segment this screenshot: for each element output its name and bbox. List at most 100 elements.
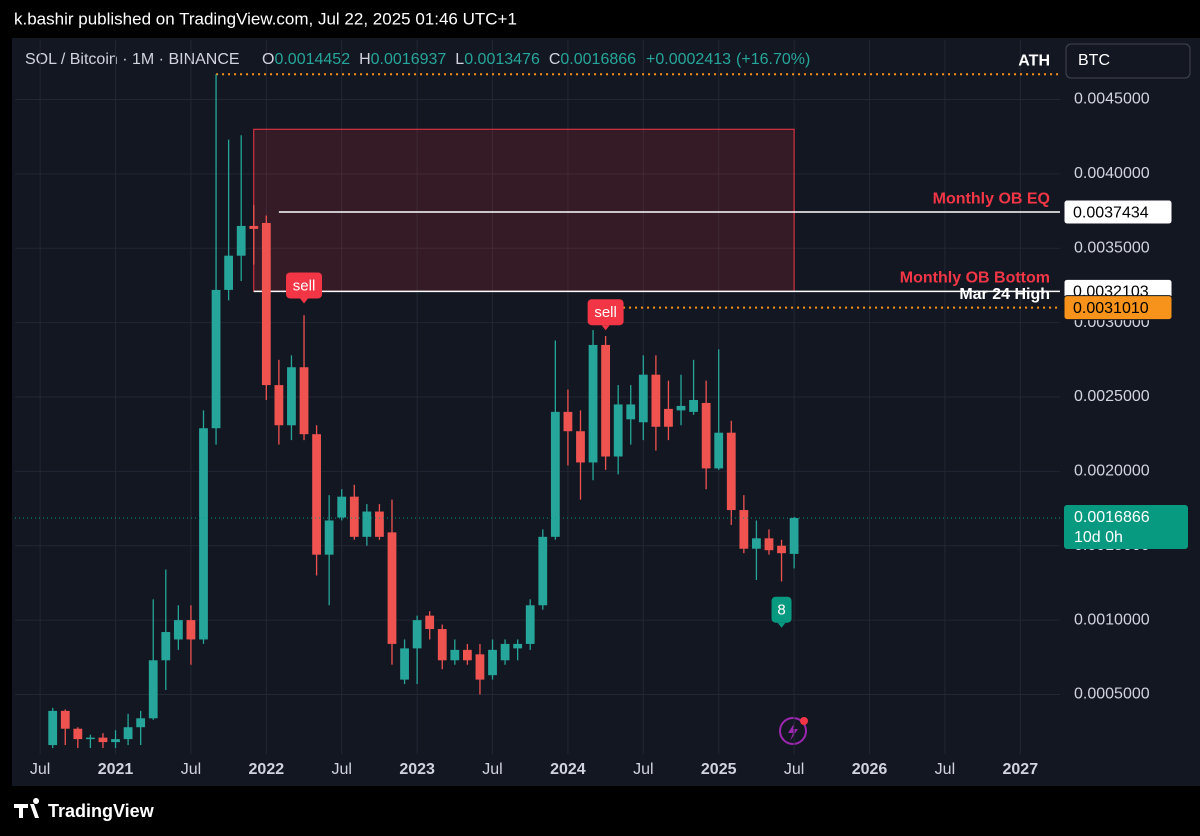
x-tick-label: Jul (482, 761, 502, 778)
candle-body (425, 615, 435, 630)
y-tick-label: 0.0010000 (1074, 611, 1150, 628)
x-tick-label: Jul (784, 761, 804, 778)
y-tick-label: 0.0040000 (1074, 165, 1150, 182)
level-text: ATH (1018, 52, 1050, 69)
candle-body (199, 428, 208, 640)
candle-body (287, 367, 296, 426)
countdown-label: 10d 0h (1074, 529, 1123, 546)
signal-label: 8 (777, 602, 785, 619)
candle-body (261, 222, 271, 386)
candle-body (136, 718, 146, 728)
publisher-line: k.bashir published on TradingView.com, J… (14, 9, 517, 28)
candle-body (475, 654, 485, 680)
order-block-zone (253, 128, 795, 292)
x-tick-label: Jul (633, 761, 653, 778)
candle-body (312, 434, 321, 555)
candle-body (601, 344, 611, 457)
level-price-label: 0.0031010 (1073, 300, 1149, 317)
candle-body (664, 408, 673, 427)
change-pct: (+16.70%) (736, 51, 810, 68)
signal-pointer (300, 298, 309, 304)
candle-body (563, 411, 573, 432)
symbol: SOL / Bitcoin · 1M · BINANCE (25, 51, 240, 68)
last-price-box (1064, 504, 1188, 549)
candle-body (148, 660, 158, 719)
level-text: Monthly OB EQ (933, 190, 1050, 207)
candle-body (513, 643, 523, 649)
candle-body (764, 538, 774, 551)
x-tick-label: 2022 (249, 761, 285, 778)
candle-body (299, 367, 309, 435)
candle-body (739, 510, 749, 549)
signal-pointer (601, 325, 610, 331)
candle-body (48, 710, 58, 746)
candle-body (726, 432, 736, 511)
candle-body (538, 536, 548, 606)
candle-body (236, 225, 246, 256)
change-value: +0.0002413 (646, 51, 731, 68)
candle-body (588, 344, 598, 463)
y-tick-label: 0.0035000 (1074, 239, 1150, 256)
candle-body (73, 728, 83, 740)
x-tick-label: 2026 (852, 761, 888, 778)
candle-body (488, 649, 497, 676)
footer-brand: TradingView (48, 801, 155, 821)
x-tick-label: 2027 (1003, 761, 1039, 778)
signal-marker (286, 272, 323, 299)
candle-body (98, 737, 108, 743)
level-text: Mar 24 High (959, 286, 1050, 303)
candle-body (789, 517, 799, 554)
candle-body (676, 405, 686, 411)
candle-body (400, 648, 409, 680)
candle-body (638, 374, 648, 423)
signal-label: sell (293, 277, 316, 294)
ohlc-value: 0.0016937 (371, 51, 447, 68)
x-tick-label: Jul (935, 761, 955, 778)
candle-body (362, 511, 372, 537)
ohlc-value: 0.0014452 (274, 51, 350, 68)
candle-body (111, 739, 120, 743)
level-price-box (1063, 199, 1173, 225)
ohlc-prefix: H (359, 51, 371, 68)
x-tick-label: 2025 (701, 761, 737, 778)
ohlc-value: 0.0016866 (560, 51, 636, 68)
candle-body (613, 404, 623, 457)
x-tick-label: Jul (181, 761, 201, 778)
currency-button[interactable] (1065, 43, 1191, 79)
candle-body (161, 632, 171, 661)
candle-body (450, 649, 460, 661)
candle-body (274, 385, 284, 426)
candle-body (576, 431, 585, 463)
candle-body (60, 710, 70, 729)
candle-body (173, 620, 183, 640)
candle-body (224, 255, 234, 290)
candle-body (437, 629, 447, 661)
y-tick-label: 0.0020000 (1074, 463, 1150, 480)
candle-body (651, 374, 661, 427)
candle-body (412, 620, 422, 649)
candle-body (349, 496, 359, 537)
x-tick-label: 2023 (399, 761, 435, 778)
ohlc-prefix: C (549, 51, 561, 68)
signal-pointer (777, 622, 786, 628)
ohlc-legend: O0.0014452 H0.0016937 L0.0013476 C0.0016866… (262, 51, 810, 68)
candle-body (462, 649, 472, 661)
candle-body (186, 620, 196, 640)
signal-label: sell (594, 304, 617, 321)
x-tick-label: 2021 (98, 761, 134, 778)
x-tick-label: 2024 (550, 761, 586, 778)
lightning-icon (779, 717, 808, 745)
ohlc-prefix: L (455, 51, 464, 68)
candle-body (387, 532, 397, 644)
candle-body (123, 727, 133, 740)
level-price-label: 0.0037434 (1073, 204, 1149, 221)
candle-body (550, 411, 560, 537)
y-tick-label: 0.0005000 (1074, 686, 1150, 703)
level-text: Monthly OB Bottom (900, 270, 1050, 287)
candle-body (701, 402, 711, 469)
candle-body (337, 496, 347, 518)
x-tick-label: Jul (30, 761, 50, 778)
y-tick-label: 0.0045000 (1074, 91, 1150, 108)
